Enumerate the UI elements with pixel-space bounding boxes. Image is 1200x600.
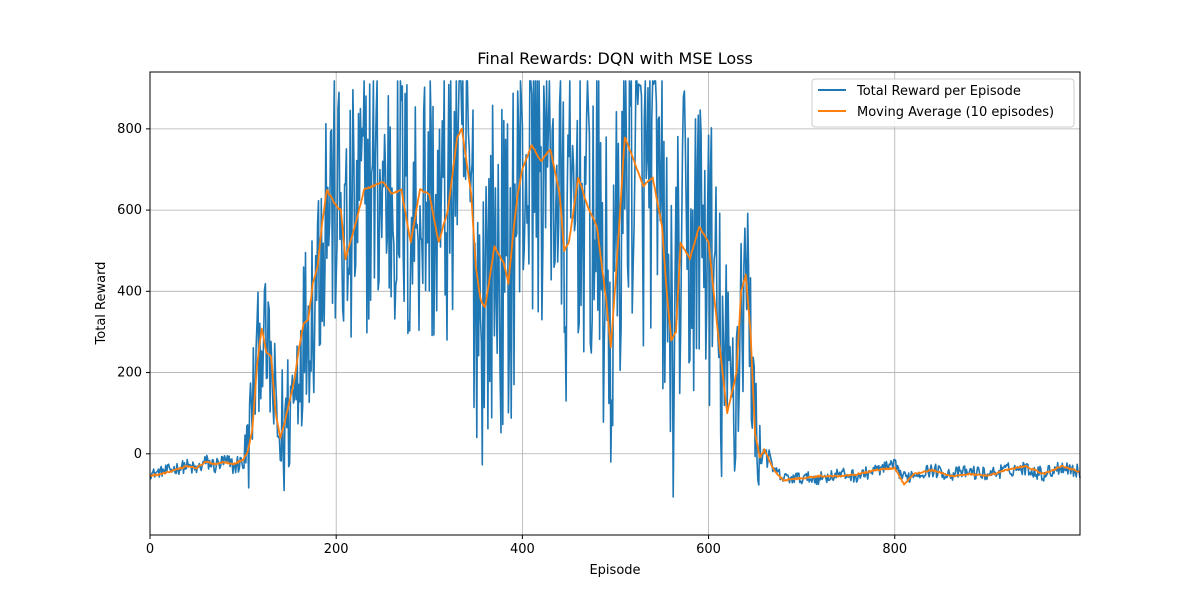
y-tick-label: 200 [117, 366, 142, 381]
legend-box [811, 78, 1075, 128]
y-tick-label: 600 [117, 203, 142, 218]
x-tick-label: 400 [510, 542, 535, 557]
legend: Total Reward per Episode Moving Average … [811, 78, 1075, 128]
series-layer [149, 80, 1081, 498]
axis-ticks: 0 200 400 600 800 0 200 400 600 800 [117, 122, 907, 557]
series-line-total-reward [149, 80, 1081, 498]
y-tick-label: 400 [117, 284, 142, 299]
plot-frame [149, 71, 1081, 536]
x-tick-label: 800 [882, 542, 907, 557]
x-tick-label: 600 [696, 542, 721, 557]
x-axis-label: Episode [589, 563, 640, 578]
legend-label-total-reward: Total Reward per Episode [856, 84, 1021, 99]
y-tick-label: 800 [117, 122, 142, 137]
x-tick-label: 0 [146, 542, 154, 557]
x-tick-label: 200 [324, 542, 349, 557]
legend-label-moving-average: Moving Average (10 episodes) [857, 105, 1054, 120]
chart-title: Final Rewards: DQN with MSE Loss [477, 49, 753, 68]
series-line-moving-average [149, 127, 1081, 486]
y-axis-label: Total Reward [94, 262, 109, 346]
y-tick-label: 0 [134, 447, 142, 462]
